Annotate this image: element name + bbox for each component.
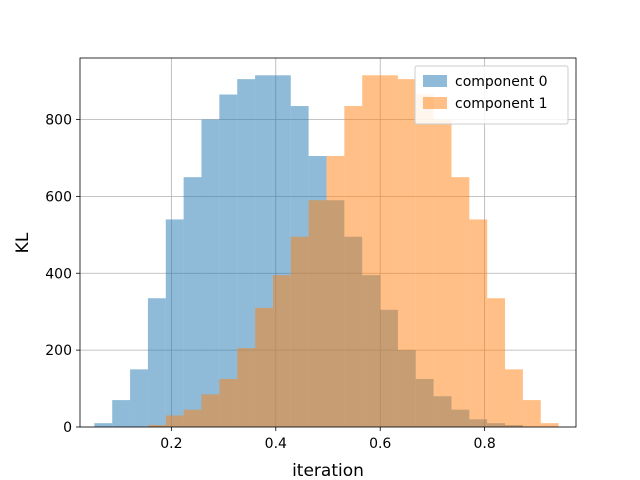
histogram-bar [451, 177, 470, 427]
y-tick-label: 800 [45, 113, 72, 129]
y-tick-label: 600 [45, 189, 72, 205]
x-axis-label: iteration [292, 461, 364, 480]
histogram-bar [540, 423, 559, 427]
histogram-bar [219, 378, 238, 427]
histogram-bar [237, 79, 256, 427]
histogram-bar [380, 75, 398, 427]
histogram-bar [219, 94, 238, 427]
legend-label: component 1 [455, 96, 548, 112]
legend-label: component 0 [455, 74, 548, 90]
plot-frame [79, 57, 577, 428]
histogram-bar [201, 394, 220, 427]
histogram-bar [397, 79, 416, 427]
y-tick-label: 200 [45, 343, 72, 359]
histogram-bar [415, 94, 434, 427]
legend: component 0 component 1 [414, 65, 569, 125]
y-axis-ticks: 0 200 400 600 800 [45, 113, 80, 436]
x-tick-label: 0.4 [265, 436, 287, 452]
histogram-bar [433, 119, 452, 427]
histogram-bar [183, 409, 202, 427]
histogram-bar [94, 423, 113, 427]
legend-swatch [423, 75, 447, 87]
x-tick-label: 0.2 [160, 436, 182, 452]
histogram-bar [344, 106, 363, 427]
x-axis-ticks: 0.2 0.4 0.6 0.8 [160, 427, 496, 452]
x-tick-label: 0.6 [369, 436, 391, 452]
y-tick-label: 0 [63, 420, 72, 436]
histogram-bar [165, 415, 184, 427]
histogram-bar [165, 219, 184, 427]
histogram-bar [130, 369, 148, 427]
histogram-bar [147, 298, 166, 427]
histogram-bar [505, 369, 523, 427]
histogram-bars [94, 75, 559, 427]
histogram-bar [201, 119, 220, 427]
histogram-bar [255, 307, 273, 427]
histogram-bar [112, 400, 131, 427]
histogram-bar [147, 425, 166, 427]
histogram-bar [308, 200, 327, 427]
histogram-bar [183, 177, 202, 427]
x-tick-label: 0.8 [473, 436, 495, 452]
y-tick-label: 400 [45, 266, 72, 282]
histogram-bar [290, 236, 309, 427]
histogram-bar [237, 348, 256, 427]
histogram-bar [326, 156, 345, 427]
histogram-bar [522, 400, 541, 427]
histogram-bar [487, 298, 506, 427]
legend-box [414, 65, 569, 125]
histogram-bar [469, 219, 488, 427]
histogram-bar [272, 275, 291, 427]
legend-swatch [423, 97, 447, 109]
histogram-bar [362, 75, 381, 427]
y-axis-label: KL [13, 232, 33, 253]
